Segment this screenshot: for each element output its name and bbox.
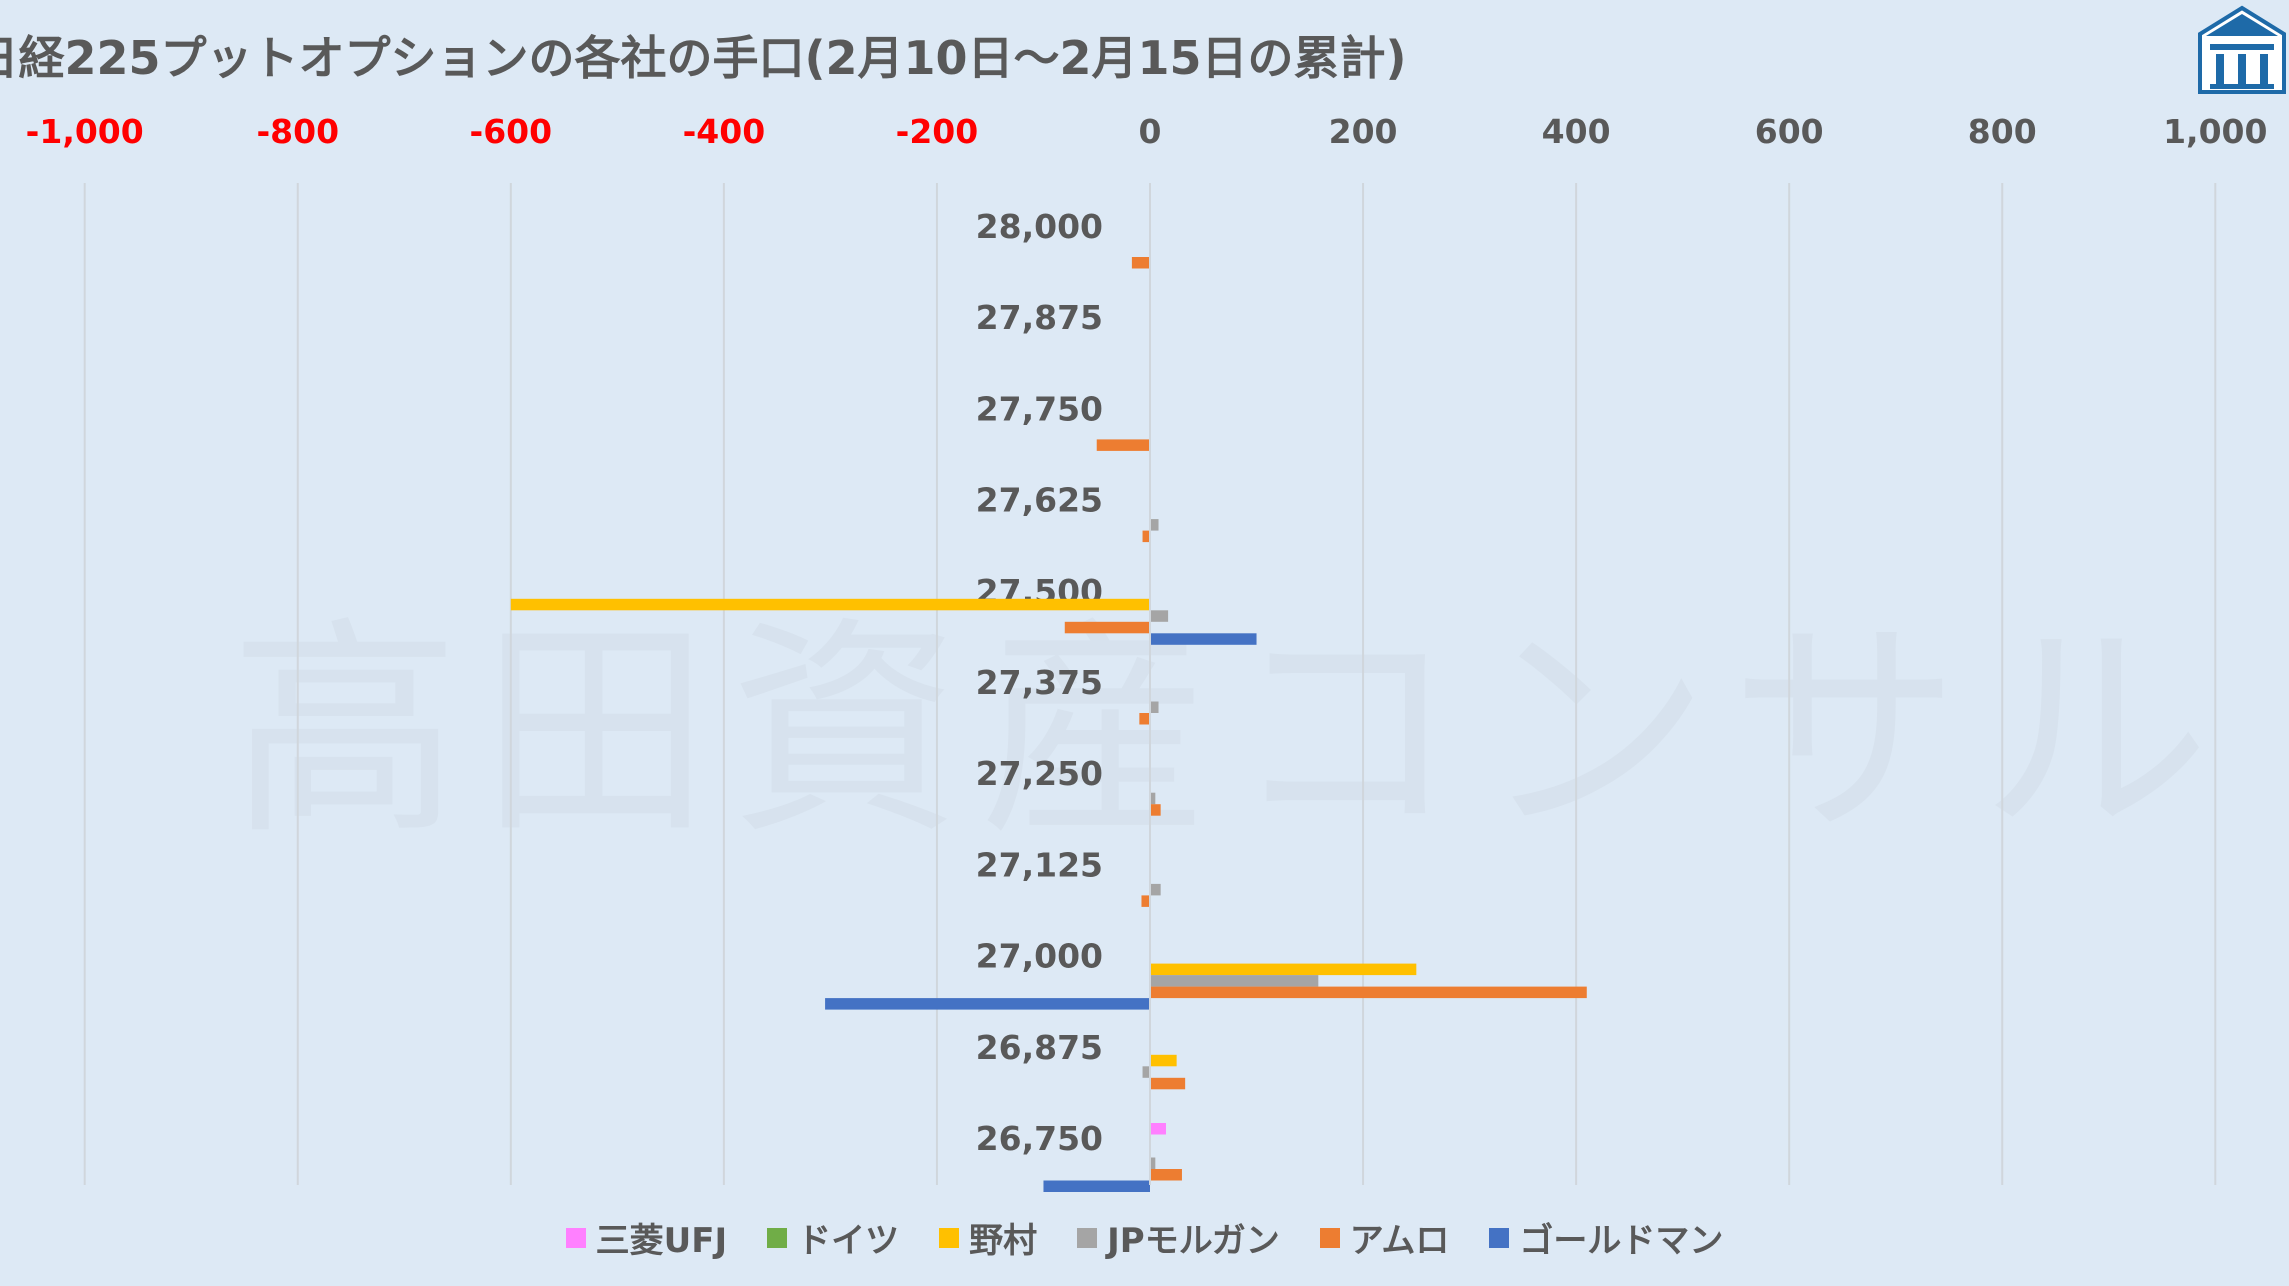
bar-ゴールドマン: [1043, 1180, 1150, 1192]
legend-swatch: [1077, 1227, 1098, 1248]
bar-アムロ: [1142, 530, 1150, 543]
bar-JPモルガン: [1150, 975, 1319, 987]
chart-title: 日経225プットオプションの各社の手口(2月10日〜2月15日の累計): [0, 31, 1407, 85]
legend-label: JPモルガン: [1107, 1221, 1280, 1261]
legend-item: JPモルガン: [1077, 1213, 1280, 1262]
category-label: 27,875: [976, 298, 1103, 337]
x-tick-label: 200: [1329, 112, 1398, 151]
bar-アムロ: [1064, 621, 1150, 634]
x-tick-label: 1,000: [2163, 112, 2267, 151]
category-label: 27,000: [976, 937, 1103, 976]
x-tick-label: 800: [1968, 112, 2037, 151]
bar-ゴールドマン: [825, 998, 1150, 1010]
legend-swatch: [767, 1227, 788, 1248]
bar-アムロ: [1096, 439, 1150, 451]
legend-swatch: [1489, 1227, 1510, 1248]
bar-JPモルガン: [1150, 883, 1161, 896]
legend-item: 三菱UFJ: [565, 1213, 728, 1262]
legend-item: 野村: [939, 1213, 1037, 1262]
legend-swatch: [939, 1227, 960, 1248]
category-label: 27,375: [976, 663, 1103, 702]
bar-アムロ: [1150, 1077, 1186, 1090]
bar-アムロ: [1131, 257, 1150, 269]
category-label: 27,750: [976, 389, 1103, 428]
x-tick-label: -800: [256, 112, 339, 151]
bar-JPモルガン: [1150, 792, 1156, 805]
bar-JPモルガン: [1150, 701, 1159, 713]
bar-三菱UFJ: [1150, 1123, 1166, 1135]
legend-label: ドイツ: [797, 1221, 900, 1261]
bar-ゴールドマン: [1150, 633, 1257, 645]
category-label: 28,000: [976, 207, 1103, 246]
legend-swatch: [1319, 1227, 1340, 1248]
x-tick-label: -600: [470, 112, 553, 151]
plot-area: -1,000 -800 -600 -400 -200 0 200 400 600 800 1,000…: [26, 112, 2267, 1192]
bar-JPモルガン: [1150, 1157, 1156, 1169]
bar-アムロ: [1150, 986, 1587, 999]
bar-アムロ: [1150, 804, 1161, 816]
legend-label: アムロ: [1349, 1221, 1450, 1261]
x-tick-label: 600: [1755, 112, 1824, 151]
x-tick-label: 0: [1139, 112, 1162, 151]
bar-アムロ: [1141, 895, 1150, 907]
legend-item: ドイツ: [767, 1213, 899, 1262]
legend-item: ゴールドマン: [1489, 1213, 1723, 1262]
legend-item: アムロ: [1319, 1213, 1450, 1262]
legend: 三菱UFJ ドイツ 野村 JPモルガン アムロ ゴールドマン: [0, 1213, 2289, 1262]
x-tick-label: -400: [683, 112, 766, 151]
legend-label: 野村: [969, 1221, 1038, 1261]
legend-label: ゴールドマン: [1519, 1221, 1724, 1261]
bar-アムロ: [1139, 713, 1150, 725]
bar-野村: [510, 598, 1150, 611]
category-label: 27,125: [976, 845, 1103, 884]
x-tick-label: -200: [896, 112, 979, 151]
bar-野村: [1150, 963, 1417, 976]
bar-JPモルガン: [1142, 1066, 1150, 1078]
bar-野村: [1150, 1054, 1177, 1067]
category-label: 27,625: [976, 481, 1103, 520]
x-tick-label: 400: [1542, 112, 1611, 151]
category-label: 26,750: [976, 1119, 1103, 1158]
bar-JPモルガン: [1150, 519, 1159, 531]
legend-swatch: [565, 1227, 586, 1248]
category-label: 26,875: [976, 1028, 1103, 1067]
bar-JPモルガン: [1150, 610, 1169, 622]
category-label: 27,250: [976, 754, 1103, 793]
x-tick-label: -1,000: [26, 112, 144, 151]
logo-icon: [2198, 5, 2286, 94]
legend-label: 三菱UFJ: [595, 1221, 728, 1261]
bar-アムロ: [1150, 1169, 1182, 1181]
